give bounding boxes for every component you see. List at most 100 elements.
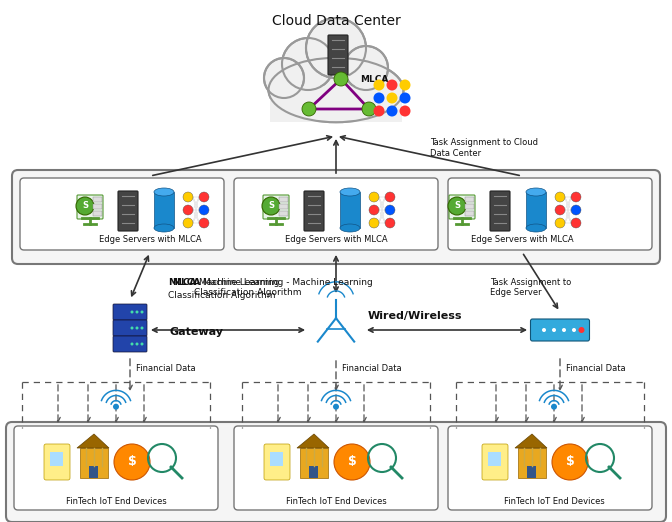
Circle shape bbox=[113, 404, 119, 410]
Ellipse shape bbox=[154, 188, 174, 196]
FancyBboxPatch shape bbox=[263, 195, 289, 219]
FancyBboxPatch shape bbox=[93, 204, 102, 209]
Circle shape bbox=[571, 192, 581, 202]
Text: S: S bbox=[82, 201, 88, 210]
Bar bbox=[80, 448, 108, 478]
Circle shape bbox=[385, 192, 395, 202]
Bar bbox=[270, 86, 402, 122]
Circle shape bbox=[199, 205, 209, 215]
Circle shape bbox=[369, 218, 379, 228]
Bar bbox=[50, 452, 63, 466]
Circle shape bbox=[130, 311, 134, 314]
Circle shape bbox=[264, 58, 304, 98]
FancyBboxPatch shape bbox=[118, 191, 138, 231]
Circle shape bbox=[386, 105, 398, 116]
Circle shape bbox=[555, 192, 565, 202]
Circle shape bbox=[183, 205, 193, 215]
FancyBboxPatch shape bbox=[12, 170, 660, 264]
FancyBboxPatch shape bbox=[279, 211, 288, 216]
Text: Wired/Wireless: Wired/Wireless bbox=[368, 311, 462, 321]
Bar bbox=[527, 466, 536, 478]
Circle shape bbox=[114, 444, 150, 480]
Bar bbox=[154, 192, 174, 228]
Circle shape bbox=[334, 444, 370, 480]
FancyBboxPatch shape bbox=[113, 320, 147, 336]
Bar bbox=[526, 192, 546, 228]
FancyBboxPatch shape bbox=[44, 444, 70, 480]
Bar bbox=[89, 466, 98, 478]
Circle shape bbox=[399, 79, 411, 90]
Polygon shape bbox=[77, 434, 109, 448]
Circle shape bbox=[571, 218, 581, 228]
Polygon shape bbox=[297, 434, 329, 448]
Text: Edge Servers with MLCA: Edge Servers with MLCA bbox=[285, 235, 387, 244]
Text: MLCA: MLCA bbox=[168, 278, 196, 287]
Circle shape bbox=[130, 326, 134, 329]
Text: Financial Data: Financial Data bbox=[136, 364, 196, 373]
Circle shape bbox=[448, 197, 466, 215]
Text: Edge Servers with MLCA: Edge Servers with MLCA bbox=[470, 235, 573, 244]
Ellipse shape bbox=[526, 224, 546, 232]
Bar bbox=[518, 448, 546, 478]
Circle shape bbox=[136, 326, 138, 329]
Text: FinTech IoT End Devices: FinTech IoT End Devices bbox=[503, 497, 604, 506]
Circle shape bbox=[334, 72, 348, 86]
Circle shape bbox=[140, 342, 144, 346]
FancyBboxPatch shape bbox=[482, 444, 508, 480]
Circle shape bbox=[199, 192, 209, 202]
FancyBboxPatch shape bbox=[449, 195, 475, 219]
FancyBboxPatch shape bbox=[14, 426, 218, 510]
Bar bbox=[488, 452, 501, 466]
FancyBboxPatch shape bbox=[530, 319, 589, 341]
Polygon shape bbox=[515, 434, 547, 448]
Text: FinTech IoT End Devices: FinTech IoT End Devices bbox=[66, 497, 167, 506]
Circle shape bbox=[562, 328, 566, 332]
Circle shape bbox=[344, 46, 388, 90]
Circle shape bbox=[555, 205, 565, 215]
FancyBboxPatch shape bbox=[448, 178, 652, 250]
Circle shape bbox=[306, 18, 366, 78]
Circle shape bbox=[571, 205, 581, 215]
FancyBboxPatch shape bbox=[279, 204, 288, 209]
FancyBboxPatch shape bbox=[234, 426, 438, 510]
Text: S: S bbox=[454, 201, 460, 210]
Circle shape bbox=[282, 38, 334, 90]
Text: Gateway: Gateway bbox=[170, 327, 224, 337]
Circle shape bbox=[262, 197, 280, 215]
FancyBboxPatch shape bbox=[465, 204, 474, 209]
Circle shape bbox=[385, 218, 395, 228]
Circle shape bbox=[302, 102, 316, 116]
Ellipse shape bbox=[340, 224, 360, 232]
Circle shape bbox=[386, 92, 398, 103]
Circle shape bbox=[130, 342, 134, 346]
Text: $: $ bbox=[347, 456, 356, 469]
Text: Classification Algorithm: Classification Algorithm bbox=[168, 291, 276, 300]
Circle shape bbox=[579, 327, 585, 333]
Text: $: $ bbox=[566, 456, 575, 469]
Circle shape bbox=[136, 342, 138, 346]
Circle shape bbox=[369, 192, 379, 202]
Circle shape bbox=[399, 92, 411, 103]
Circle shape bbox=[551, 404, 557, 410]
Circle shape bbox=[183, 218, 193, 228]
Circle shape bbox=[385, 205, 395, 215]
Ellipse shape bbox=[154, 224, 174, 232]
Ellipse shape bbox=[340, 188, 360, 196]
Bar bbox=[270, 452, 283, 466]
FancyBboxPatch shape bbox=[465, 211, 474, 216]
Circle shape bbox=[140, 311, 144, 314]
Circle shape bbox=[555, 218, 565, 228]
Text: $: $ bbox=[128, 456, 136, 469]
Text: Financial Data: Financial Data bbox=[342, 364, 402, 373]
Text: S: S bbox=[268, 201, 274, 210]
Circle shape bbox=[552, 444, 588, 480]
Bar bbox=[309, 466, 318, 478]
Circle shape bbox=[399, 105, 411, 116]
Text: - Machine Learning: - Machine Learning bbox=[190, 278, 280, 287]
FancyBboxPatch shape bbox=[93, 197, 102, 202]
Ellipse shape bbox=[526, 188, 546, 196]
Text: Task Assignment to
Edge Server: Task Assignment to Edge Server bbox=[490, 278, 571, 298]
Circle shape bbox=[183, 192, 193, 202]
Circle shape bbox=[572, 328, 576, 332]
Bar bbox=[300, 448, 328, 478]
